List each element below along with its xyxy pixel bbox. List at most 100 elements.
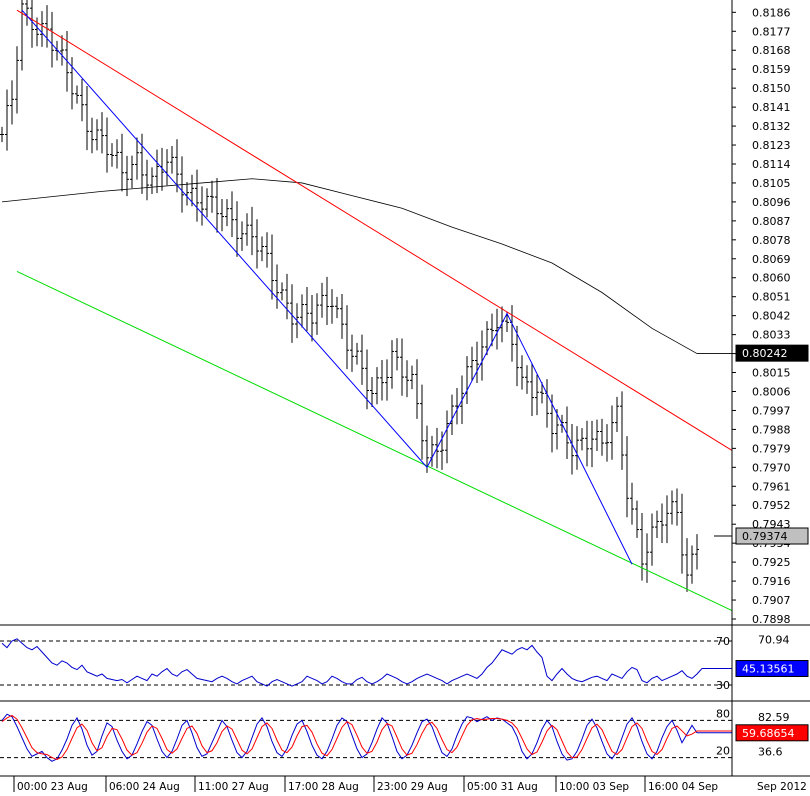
y-tick-label: 0.8006 bbox=[752, 385, 791, 398]
price-bar bbox=[665, 495, 669, 544]
stoch-value-badge-text: 59.68654 bbox=[742, 727, 795, 740]
price-bar bbox=[30, 0, 34, 48]
price-bar bbox=[60, 35, 64, 66]
price-bar bbox=[105, 117, 109, 173]
price-bar bbox=[355, 342, 359, 365]
stoch-value-badge-box bbox=[735, 724, 809, 742]
price-bar bbox=[210, 180, 214, 213]
price-bar bbox=[115, 139, 119, 169]
price-bar bbox=[675, 488, 679, 526]
x-period-label: Sep 2012 bbox=[757, 781, 807, 792]
rsi-level-label: 30 bbox=[716, 679, 730, 692]
price-bar bbox=[135, 137, 139, 180]
price-bar bbox=[415, 359, 419, 419]
price-bar bbox=[400, 338, 404, 396]
y-tick-label: 0.8123 bbox=[752, 139, 791, 152]
price-bar bbox=[260, 236, 264, 262]
price-bar bbox=[605, 424, 609, 462]
x-tick-label: 11:00 27 Aug bbox=[198, 781, 269, 792]
y-tick-label: 0.8042 bbox=[752, 310, 791, 323]
price-bar bbox=[100, 112, 104, 154]
y-tick-label: 0.8150 bbox=[752, 82, 791, 95]
stoch-value-badge: 59.68654 bbox=[735, 724, 809, 742]
y-tick-label: 0.8087 bbox=[752, 215, 791, 228]
stoch-d-line bbox=[1, 714, 698, 761]
price-bar bbox=[205, 188, 209, 218]
y-tick-label: 0.7907 bbox=[752, 594, 791, 607]
y-tick-label: 0.8033 bbox=[752, 329, 791, 342]
price-value-badge-box bbox=[735, 527, 809, 545]
y-axis: 0.8186 0.8177 0.8168 0.8159 0.8150 0.8141 0.81… bbox=[732, 6, 791, 758]
price-bar bbox=[280, 282, 284, 301]
price-bar bbox=[70, 57, 74, 110]
price-bar bbox=[120, 133, 124, 192]
y-tick-label: 0.8186 bbox=[752, 6, 791, 19]
price-bar bbox=[350, 334, 354, 372]
price-bar bbox=[230, 191, 234, 237]
moving-average-line bbox=[1, 178, 698, 354]
y-tick-label: 0.7961 bbox=[752, 480, 791, 493]
price-bar bbox=[600, 418, 604, 456]
x-tick-label: 05:00 31 Aug bbox=[467, 781, 538, 792]
price-bar bbox=[445, 410, 449, 464]
price-bar bbox=[595, 419, 599, 451]
price-bar bbox=[650, 513, 654, 566]
price-bar bbox=[680, 493, 684, 574]
ma-value-badge-text: 0.80242 bbox=[742, 347, 788, 360]
price-bar bbox=[585, 420, 589, 467]
y-tick-label: 0.8159 bbox=[752, 63, 791, 76]
price-bar bbox=[530, 363, 534, 416]
price-bar bbox=[310, 294, 314, 342]
price-bar bbox=[85, 85, 89, 151]
price-bar bbox=[340, 293, 344, 339]
price-bar bbox=[590, 420, 594, 468]
price-bar bbox=[150, 167, 154, 194]
price-bar bbox=[390, 340, 394, 389]
price-bar bbox=[625, 436, 629, 518]
rsi-value-badge: 45.13561 bbox=[735, 660, 809, 677]
stoch-extra-tick-label: 36.6 bbox=[758, 745, 783, 758]
price-bar bbox=[50, 11, 54, 68]
y-tick-label: 0.8051 bbox=[752, 291, 791, 304]
price-bar bbox=[630, 482, 634, 525]
price-bar bbox=[555, 409, 559, 450]
rsi-value-badge-text: 45.13561 bbox=[742, 663, 795, 676]
price-bar bbox=[275, 264, 279, 309]
price-bar bbox=[580, 428, 584, 451]
price-bar bbox=[235, 201, 239, 257]
price-bar bbox=[5, 89, 9, 151]
y-tick-label: 0.7970 bbox=[752, 461, 791, 474]
price-bar bbox=[380, 360, 384, 401]
y-tick-label: 0.8015 bbox=[752, 367, 791, 380]
price-bar bbox=[95, 119, 99, 151]
price-bar bbox=[170, 145, 174, 174]
price-bar bbox=[315, 293, 319, 335]
price-bar bbox=[80, 78, 84, 122]
price-bar bbox=[410, 365, 414, 390]
x-axis: 00:00 23 Aug 06:00 24 Aug 11:00 27 Aug 17:0… bbox=[13, 776, 807, 793]
price-bar bbox=[250, 206, 254, 256]
price-bar bbox=[515, 325, 519, 387]
price-bar bbox=[345, 305, 349, 370]
price-bar bbox=[660, 503, 664, 543]
price-bar bbox=[265, 232, 269, 268]
x-tick-label: 16:00 04 Sep bbox=[648, 781, 718, 792]
stoch-level-label: 20 bbox=[716, 745, 730, 758]
price-bar bbox=[240, 221, 244, 251]
price-bar bbox=[270, 234, 274, 300]
price-bar bbox=[320, 282, 324, 318]
rsi-extra-tick-label: 70.94 bbox=[758, 633, 790, 646]
resistance-trendline bbox=[16, 9, 733, 451]
price-bar bbox=[640, 513, 644, 581]
price-bar bbox=[405, 360, 409, 398]
y-tick-label: 0.8096 bbox=[752, 196, 791, 209]
rsi-line bbox=[1, 638, 703, 687]
price-bar bbox=[215, 178, 219, 233]
price-bar bbox=[485, 321, 489, 356]
price-bar bbox=[565, 406, 569, 460]
price-bar bbox=[670, 490, 674, 525]
price-bar bbox=[525, 365, 529, 394]
stoch-level-label: 80 bbox=[716, 707, 730, 720]
